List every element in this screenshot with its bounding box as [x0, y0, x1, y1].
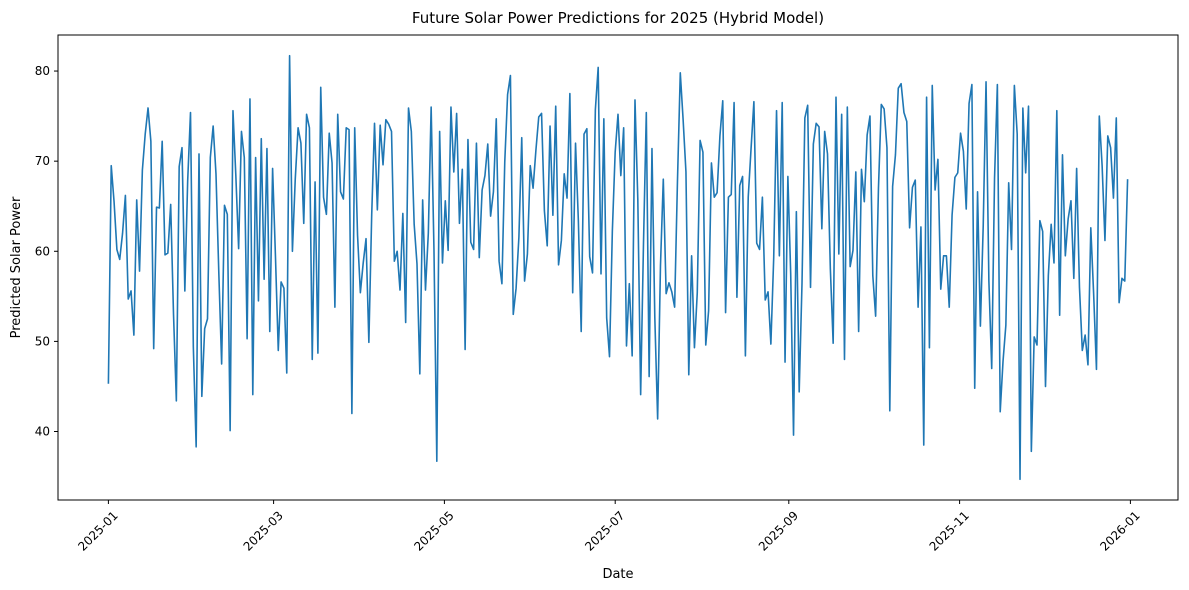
y-tick-label: 80 [35, 64, 50, 78]
y-tick-label: 60 [35, 244, 50, 258]
plot-area [107, 54, 1129, 481]
plot-frame [57, 34, 1179, 501]
y-axis-label: Predicted Solar Power [9, 196, 24, 338]
chart-title: Future Solar Power Predictions for 2025 … [412, 9, 824, 27]
x-axis-label: Date [602, 567, 633, 582]
y-tick-label: 70 [35, 154, 50, 168]
series-line [107, 54, 1129, 481]
y-tick-label: 40 [35, 425, 50, 439]
y-axis: 40 50 60 70 80 [35, 64, 58, 439]
y-tick-label: 50 [35, 334, 50, 348]
